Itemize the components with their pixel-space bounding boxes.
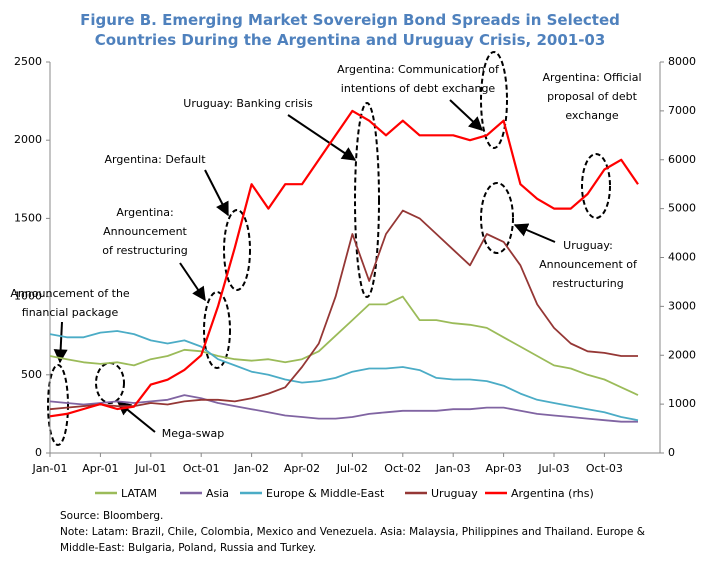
series-line: [49, 330, 639, 422]
annotation: of restructuring: [102, 244, 188, 257]
annotation: Argentina:: [116, 206, 173, 219]
annotation: Uruguay: Banking crisis: [183, 97, 313, 110]
annotation: intentions of debt exchange: [341, 82, 496, 95]
annotation: Argentina: Default: [104, 153, 206, 166]
series-line: [49, 394, 638, 423]
x-tick-label: Jul-01: [134, 462, 166, 475]
annotation: restructuring: [552, 277, 623, 290]
arrow: [449, 99, 484, 131]
x-tick-label: Jul-03: [537, 462, 569, 475]
arrow: [513, 223, 556, 243]
y-tick-label: 2000: [14, 133, 42, 146]
annotation: exchange: [565, 109, 619, 122]
series-line: [49, 209, 638, 411]
x-tick-label: Jan-01: [32, 462, 68, 475]
ellipse: [581, 153, 611, 219]
y2-tick-label: 4000: [668, 251, 696, 264]
y2-tick-label: 6000: [668, 153, 696, 166]
x-tick-label: Jul-02: [336, 462, 368, 475]
arrow: [179, 262, 206, 302]
x-tick-label: Jan-03: [435, 462, 471, 475]
arrow: [287, 114, 357, 161]
y-tick-label: 0: [35, 446, 42, 459]
y2-tick-label: 0: [668, 446, 675, 459]
note: Note: Latam: Brazil, Chile, Colombia, Me…: [60, 526, 645, 554]
series-line: [49, 109, 639, 418]
ellipse: [203, 291, 231, 369]
y2-tick-label: 2000: [668, 348, 696, 361]
x-tick-label: Apr-01: [82, 462, 118, 475]
y2-tick-label: 3000: [668, 299, 696, 312]
ellipse: [47, 364, 69, 446]
annotation: Argentina: Official: [542, 71, 641, 84]
annotation: Announcement: [103, 225, 187, 238]
chart-title: Figure B. Emerging Market Sovereign Bond…: [80, 11, 620, 49]
y-tick-label: 500: [21, 368, 42, 381]
arrow: [53, 321, 68, 364]
ellipse: [95, 362, 125, 404]
annotation: Announcement of the: [10, 287, 130, 300]
annotation: proposal of debt: [547, 90, 638, 103]
x-tick-label: Oct-01: [183, 462, 220, 475]
y2-tick-label: 1000: [668, 397, 696, 410]
legend-label: Argentina (rhs): [511, 487, 594, 500]
source: Source: Bloomberg.: [60, 510, 164, 522]
ellipse: [480, 51, 508, 149]
series-line: [49, 295, 639, 396]
y2-tick-label: 8000: [668, 55, 696, 68]
y2-tick-label: 7000: [668, 104, 696, 117]
x-tick-label: Oct-02: [384, 462, 421, 475]
y-tick-label: 1000: [14, 290, 42, 303]
annotation: Mega-swap: [162, 427, 224, 440]
legend-label: Europe & Middle-East: [266, 487, 385, 500]
ellipse: [480, 182, 514, 254]
legend-label: LATAM: [121, 487, 157, 500]
x-tick-label: Apr-03: [485, 462, 521, 475]
annotation: Announcement of: [539, 258, 638, 271]
x-tick-label: Oct-03: [586, 462, 623, 475]
x-tick-label: Jan-02: [233, 462, 269, 475]
y2-tick-label: 5000: [668, 202, 696, 215]
annotation: financial package: [22, 306, 119, 319]
annotation: Argentina: Communication of: [337, 63, 500, 76]
annotation: Uruguay:: [563, 239, 613, 252]
arrow: [204, 169, 229, 217]
y-tick-label: 2500: [14, 55, 42, 68]
y-tick-label: 1500: [14, 211, 42, 224]
ellipse: [354, 102, 380, 298]
legend-label: Asia: [206, 487, 229, 500]
legend-label: Uruguay: [431, 487, 478, 500]
ellipse: [223, 209, 251, 291]
x-tick-label: Apr-02: [284, 462, 320, 475]
